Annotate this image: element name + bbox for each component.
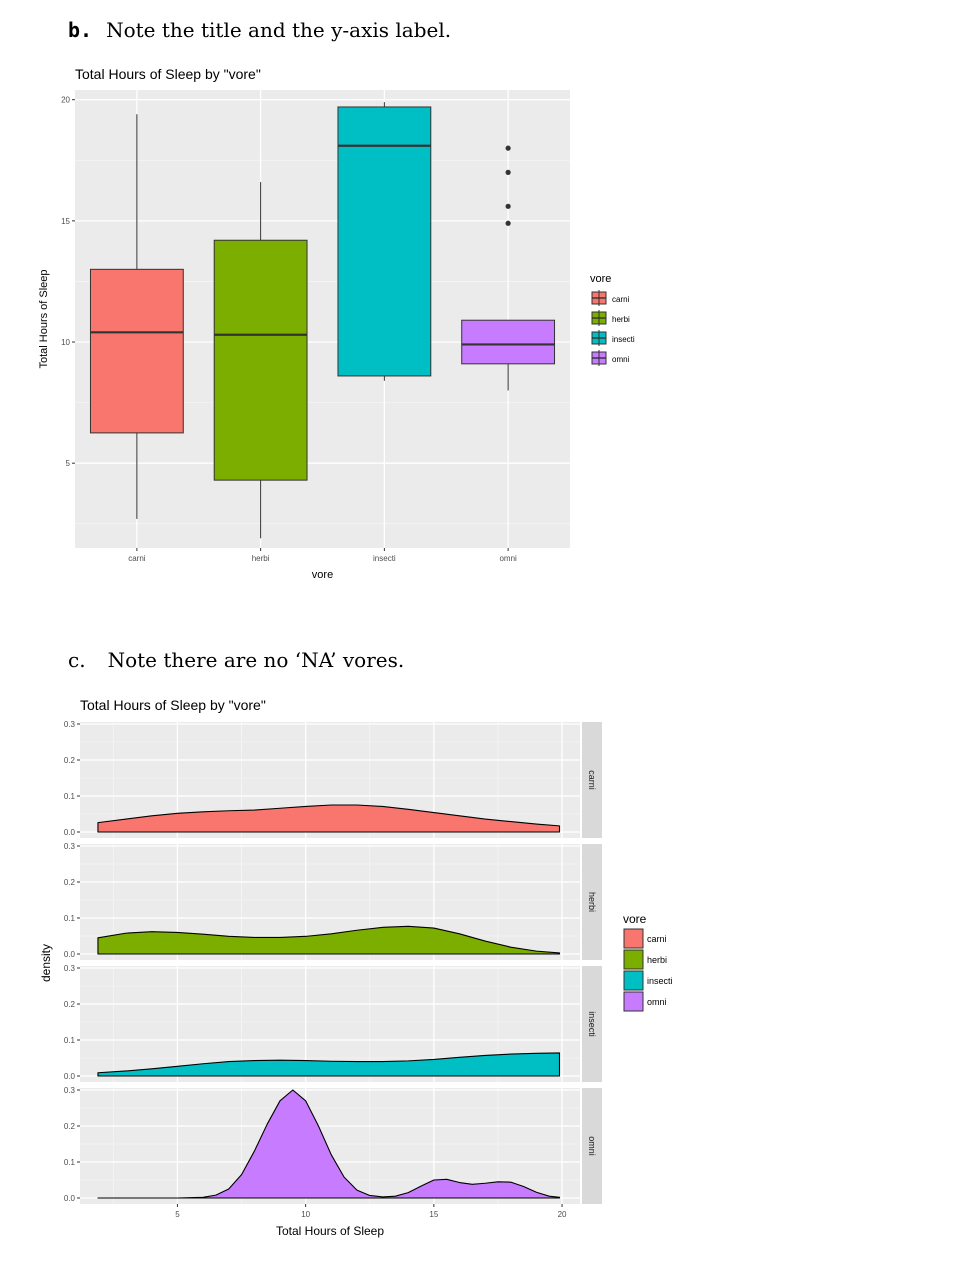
x-tick-label: carni (128, 554, 146, 563)
y-tick-label: 0.1 (64, 1158, 76, 1167)
y-tick-label: 0.1 (64, 1036, 76, 1045)
density-area-omni (97, 1089, 561, 1199)
y-axis-label: density (39, 944, 53, 982)
box-insecti (337, 106, 432, 377)
y-tick-label: 0.3 (64, 964, 76, 973)
x-tick-label: 5 (175, 1210, 180, 1219)
x-tick-label: herbi (252, 554, 270, 563)
legend-title: vore (623, 912, 647, 926)
facet-strip-label: insecti (587, 1011, 597, 1037)
box-omni (461, 319, 556, 365)
x-tick-label: 20 (558, 1210, 567, 1219)
x-axis-label: vore (312, 569, 333, 581)
note-b-label: b. (68, 18, 93, 42)
density-area-insecti (97, 1052, 561, 1077)
y-tick-label: 0.2 (64, 756, 76, 765)
legend-key-carni (623, 928, 644, 949)
y-tick-label: 0.0 (64, 950, 76, 959)
y-tick-label: 0.0 (64, 1072, 76, 1081)
y-tick-label: 0.1 (64, 914, 76, 923)
y-tick-label: 0.3 (64, 1086, 76, 1095)
y-tick-label: 0.2 (64, 878, 76, 887)
facet-strip-label: omni (587, 1136, 597, 1156)
legend-key-omni (623, 991, 644, 1012)
x-tick-label: 10 (301, 1210, 310, 1219)
facet-strip-label: carni (587, 770, 597, 790)
legend-label: omni (647, 997, 667, 1007)
note-c: c. Note there are no ‘NA’ vores. (68, 648, 404, 672)
x-tick-label: 15 (429, 1210, 438, 1219)
y-tick-label: 0.3 (64, 842, 76, 851)
legend-label: herbi (612, 315, 630, 324)
legend-title: vore (590, 273, 611, 285)
note-c-text: Note there are no ‘NA’ vores. (107, 648, 405, 672)
x-tick-label: omni (499, 554, 517, 563)
legend-label: carni (647, 934, 667, 944)
facet-strip (582, 1088, 602, 1204)
x-axis-label: Total Hours of Sleep (276, 1224, 384, 1238)
y-tick-label: 0.0 (64, 1194, 76, 1203)
y-tick-label: 10 (61, 338, 70, 347)
facet-strip (582, 844, 602, 960)
outlier-point (505, 145, 511, 151)
note-b-text: Note the title and the y-axis label. (106, 18, 452, 42)
outlier-point (505, 220, 511, 226)
note-b: b. Note the title and the y-axis label. (68, 18, 451, 42)
legend-key-herbi (623, 949, 644, 970)
y-tick-label: 15 (61, 217, 70, 226)
legend-label: herbi (647, 955, 667, 965)
legend-label: insecti (612, 335, 635, 344)
y-tick-label: 0.0 (64, 828, 76, 837)
y-tick-label: 0.3 (64, 720, 76, 729)
density-area-herbi (97, 925, 561, 955)
y-axis-label: Total Hours of Sleep (38, 269, 50, 368)
facet-strip (582, 966, 602, 1082)
facet-strip-label: herbi (587, 892, 597, 912)
y-tick-label: 0.2 (64, 1000, 76, 1009)
x-tick-label: insecti (373, 554, 396, 563)
box-carni (89, 268, 184, 434)
note-c-label: c. (68, 648, 86, 672)
y-tick-label: 0.2 (64, 1122, 76, 1131)
density-area-carni (97, 804, 561, 833)
y-tick-label: 20 (61, 96, 70, 105)
legend-key-insecti (623, 970, 644, 991)
legend-label: carni (612, 295, 630, 304)
y-tick-label: 5 (66, 459, 71, 468)
boxplot-title: Total Hours of Sleep by "vore" (75, 66, 261, 82)
legend-label: omni (612, 355, 630, 364)
facet-strip (582, 722, 602, 838)
density-title: Total Hours of Sleep by "vore" (80, 697, 266, 713)
box-herbi (213, 239, 308, 481)
y-tick-label: 0.1 (64, 792, 76, 801)
outlier-point (505, 203, 511, 209)
legend-label: insecti (647, 976, 673, 986)
outlier-point (505, 169, 511, 175)
